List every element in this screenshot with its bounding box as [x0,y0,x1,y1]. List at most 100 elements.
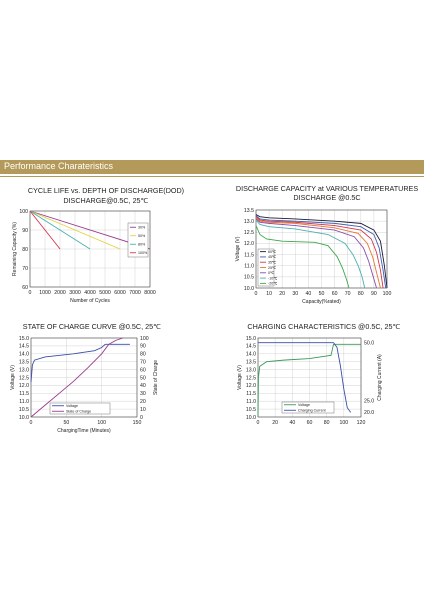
section-banner: Performance Charateristics [0,160,424,174]
legend-label: 100% [138,251,148,255]
y-tick-label: 13.0 [244,219,254,225]
y-tick-label: 12.5 [246,375,256,381]
plot-area: 0 10 20 30 40 50 60 70 80 90 100 10.0 10.5 11.0 11.5 12… [235,208,391,305]
x-tick-label: 150 [133,420,142,426]
chart-title: CHARGING CHARACTERISTICS @0.5C, 25℃ [247,322,400,331]
x-tick-label: 80 [358,291,364,297]
x-tick-label: 20 [272,420,278,426]
y-tick-label: 14.0 [246,352,256,358]
plot-area: 0 1000 2000 3000 4000 5000 6000 7000 8000 60 70 80 9… [12,209,156,304]
y-axis-label: Remaining Capacity (%) [12,222,18,276]
y-axis-label: Voltage (V) [235,236,241,261]
x-tick-label: 0 [255,291,258,297]
x-tick-label: 90 [371,291,377,297]
legend-label: Charging Current [298,409,326,413]
x-tick-label: 5000 [99,290,111,296]
y-tick-label: 15.0 [19,336,29,342]
y2-tick-label: 50.0 [364,340,374,346]
banner-title: Performance Charateristics [4,161,114,171]
series-line [255,215,387,289]
y-tick-label: 11.0 [244,264,254,270]
y-tick-label: 11.5 [246,391,256,397]
plot-area: 0 20 40 60 80 100 120 10.0 10.5 11.0 11.5 12.0 12.5 1… [237,336,383,426]
y-tick-label: 100 [19,209,28,215]
x-tick-label: 0 [29,290,32,296]
series-line [29,210,61,250]
x-tick-label: 2000 [54,290,66,296]
y2-tick-label: 40 [140,383,146,389]
x-tick-label: 50 [63,420,69,426]
x-axis-label: Capacity(%rated) [302,299,341,305]
legend-label: Voltage [298,403,310,407]
y-tick-label: 10.5 [19,407,29,413]
legend-label: 80% [138,243,146,247]
y-tick-label: 10.0 [244,286,254,292]
y-tick-label: 13.5 [246,360,256,366]
y2-tick-label: 30 [140,391,146,397]
chart-title: CYCLE LIFE vs. DEPTH OF DISCHARGE(DOD) [28,186,184,195]
y-tick-label: 11.0 [246,399,256,405]
y2-tick-label: 0 [140,415,143,421]
y-tick-label: 12.0 [244,241,254,247]
x-tick-label: 70 [345,291,351,297]
x-tick-label: 4000 [84,290,96,296]
y-tick-label: 11.5 [244,252,254,258]
x-tick-label: 40 [289,420,295,426]
x-tick-label: 30 [292,291,298,297]
x-tick-label: 3000 [69,290,81,296]
chart-title: DISCHARGE CAPACITY at VARIOUS TEMPERATUR… [236,184,418,193]
y-tick-label: 70 [22,266,28,272]
x-tick-label: 100 [97,420,106,426]
x-tick-label: 120 [357,420,366,426]
series-line [255,219,366,289]
y2-tick-label: 60 [140,367,146,373]
y-tick-label: 10.0 [19,415,29,421]
legend-label: 0℃ [268,271,275,275]
y-tick-label: 14.5 [19,344,29,350]
x-tick-label: 20 [279,291,285,297]
x-tick-label: 8000 [144,290,156,296]
y-tick-label: 90 [22,228,28,234]
y-tick-label: 10.0 [246,415,256,421]
chart-subtitle: DISCHARGE @0.5C [293,193,360,202]
x-tick-label: 0 [257,420,260,426]
x-tick-label: 40 [306,291,312,297]
series-line [255,217,381,289]
y-tick-label: 12.0 [19,383,29,389]
y-tick-label: 60 [22,285,28,291]
x-tick-label: 7000 [129,290,141,296]
y-tick-label: 13.5 [19,360,29,366]
x-tick-label: 60 [307,420,313,426]
legend-box [127,222,149,258]
legend-label: 25℃ [268,266,277,270]
x-tick-label: 80 [324,420,330,426]
x-tick-label: 6000 [114,290,126,296]
plot-frame [255,209,388,289]
y2-tick-label: 20 [140,399,146,405]
series-line [29,210,121,250]
legend-label: Voltage [66,404,78,408]
series-line [255,214,388,289]
legend-box [49,402,111,415]
discharge-capacity-chart: DISCHARGE CAPACITY at VARIOUS TEMPERATUR… [235,184,418,305]
series-line [30,337,124,418]
y-tick-label: 10.5 [244,275,254,281]
x-axis-label: Number of Cycles [70,298,110,304]
x-tick-label: 60 [332,291,338,297]
series-line [29,210,91,250]
x-tick-label: 0 [30,420,33,426]
banner-divider [0,176,424,177]
legend-label: 30% [138,226,146,230]
series-line [30,343,130,383]
y2-axis-label: State of Charge [153,360,159,395]
y-tick-label: 12.0 [246,383,256,389]
y-tick-label: 12.5 [19,375,29,381]
y-tick-label: 15.0 [246,336,256,342]
y-axis-label: Voltage (V) [10,365,16,390]
legend-label: 60℃ [268,250,277,254]
charging-characteristics-chart: CHARGING CHARACTERISTICS @0.5C, 25℃ 0 20 4… [237,322,401,426]
y-tick-label: 80 [22,247,28,253]
y2-tick-label: 10 [140,407,146,413]
x-tick-label: 100 [340,420,349,426]
y-tick-label: 11.5 [19,391,29,397]
